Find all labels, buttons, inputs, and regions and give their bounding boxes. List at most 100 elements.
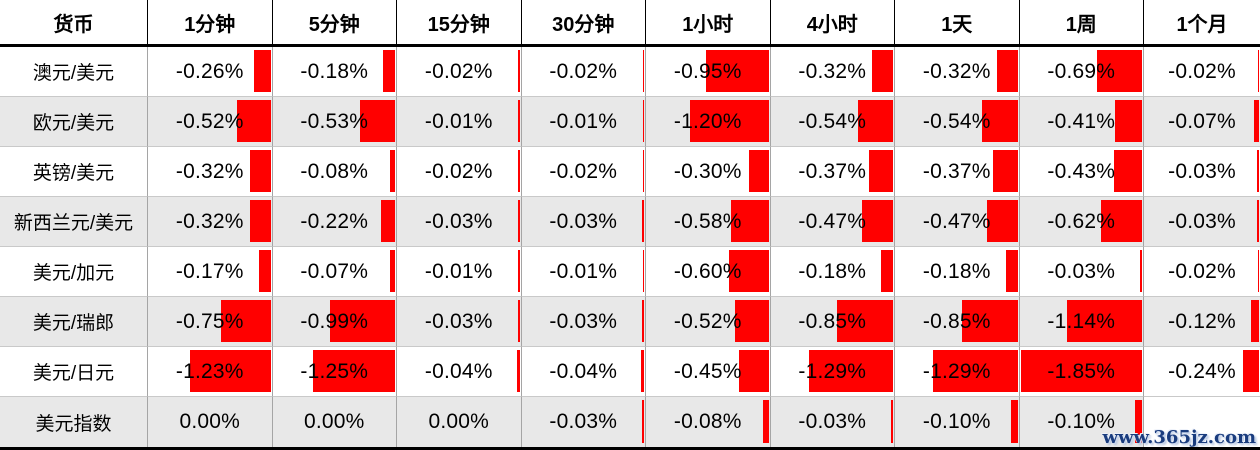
value-cell: -0.02% <box>1144 47 1260 97</box>
value-text: -0.01% <box>549 109 618 133</box>
value-cell: -0.03% <box>397 297 522 347</box>
value-cell: -0.01% <box>521 97 646 147</box>
value-text: -0.03% <box>549 309 618 333</box>
value-cell: -0.53% <box>272 97 397 147</box>
value-text: -0.07% <box>300 259 369 283</box>
value-text: -0.02% <box>549 59 618 83</box>
value-text: -0.10% <box>1047 410 1116 433</box>
value-text: -0.32% <box>922 59 991 83</box>
negative-change-bar <box>748 150 769 192</box>
value-cell: -1.85% <box>1019 347 1144 397</box>
value-text: -0.08% <box>300 159 369 183</box>
value-text: -0.18% <box>922 259 991 283</box>
negative-change-bar <box>1251 300 1259 342</box>
value-text: -0.03% <box>424 209 493 233</box>
negative-change-bar <box>1113 150 1142 192</box>
negative-change-bar <box>380 200 395 242</box>
negative-change-bar <box>986 200 1018 242</box>
negative-change-bar <box>1135 400 1142 443</box>
table-row: 澳元/美元 -0.26% -0.18% -0.02% -0.02% -0.95% -0.32… <box>0 47 1260 97</box>
column-header-1: 1分钟 <box>148 0 273 44</box>
value-cell: -0.95% <box>646 47 771 97</box>
negative-change-bar <box>857 100 893 142</box>
value-cell: -0.10% <box>1019 397 1144 447</box>
value-cell: 0.00% <box>148 397 273 447</box>
table-row: 英镑/美元 -0.32% -0.08% -0.02% -0.02% -0.30% -0.37… <box>0 147 1260 197</box>
value-cell: -0.07% <box>1144 97 1260 147</box>
value-text: -0.30% <box>673 159 742 183</box>
value-text: -0.53% <box>300 109 369 133</box>
negative-change-bar <box>642 150 644 192</box>
value-text: -0.03% <box>1168 159 1236 183</box>
value-text: -0.60% <box>673 259 742 283</box>
negative-change-bar <box>249 200 271 242</box>
value-cell: -1.29% <box>895 347 1020 397</box>
value-text: -0.17% <box>175 259 244 283</box>
value-cell: -0.01% <box>521 247 646 297</box>
value-text: -0.02% <box>424 159 493 183</box>
value-text: -0.03% <box>1047 259 1116 283</box>
value-text: -0.75% <box>175 309 244 333</box>
value-cell <box>1144 397 1260 447</box>
value-cell: -0.17% <box>148 247 273 297</box>
value-text: -0.02% <box>1168 259 1236 283</box>
negative-change-bar <box>1005 250 1018 292</box>
value-text: -0.02% <box>424 59 493 83</box>
negative-change-bar <box>518 150 520 192</box>
value-text: -0.26% <box>175 59 244 83</box>
negative-change-bar <box>1257 200 1259 242</box>
value-text: -0.24% <box>1168 359 1236 383</box>
value-text: -0.37% <box>798 159 867 183</box>
negative-change-bar <box>517 300 520 342</box>
currency-name: 美元指数 <box>0 397 148 447</box>
value-cell: -0.02% <box>397 147 522 197</box>
value-cell: -0.32% <box>148 197 273 247</box>
value-cell: -0.58% <box>646 197 771 247</box>
value-text: -1.20% <box>673 109 742 133</box>
value-cell: -0.37% <box>770 147 895 197</box>
value-cell: -0.85% <box>895 297 1020 347</box>
value-cell: -0.18% <box>895 247 1020 297</box>
value-cell: -0.24% <box>1144 347 1260 397</box>
table-row: 美元指数 0.00% 0.00% 0.00% -0.03% -0.08% -0.03% -0.… <box>0 397 1260 447</box>
value-text: -0.85% <box>798 309 867 333</box>
value-cell: -0.03% <box>1019 247 1144 297</box>
value-cell: 0.00% <box>272 397 397 447</box>
value-text: -1.29% <box>798 359 867 383</box>
value-cell: -0.10% <box>895 397 1020 447</box>
value-cell: -0.08% <box>646 397 771 447</box>
negative-change-bar <box>961 300 1018 342</box>
watermark-url: www.365jz.com <box>1102 427 1256 448</box>
negative-change-bar <box>881 250 893 292</box>
negative-change-bar <box>730 200 769 242</box>
negative-change-bar <box>383 50 395 92</box>
value-text: -0.37% <box>922 159 991 183</box>
negative-change-bar <box>891 400 893 443</box>
negative-change-bar <box>249 150 271 192</box>
value-text: -1.14% <box>1047 309 1116 333</box>
negative-change-bar <box>729 250 769 292</box>
negative-change-bar <box>996 50 1018 92</box>
negative-change-bar <box>642 400 644 443</box>
value-cell: -0.43% <box>1019 147 1144 197</box>
value-cell: -0.99% <box>272 297 397 347</box>
value-cell: -0.32% <box>895 47 1020 97</box>
value-cell: -0.85% <box>770 297 895 347</box>
negative-change-bar <box>868 150 893 192</box>
negative-change-bar <box>518 100 520 142</box>
negative-change-bar <box>389 150 395 192</box>
currency-name: 美元/日元 <box>0 347 148 397</box>
value-text: -0.69% <box>1047 59 1116 83</box>
column-header-2: 5分钟 <box>272 0 397 44</box>
negative-change-bar <box>516 350 520 392</box>
value-cell: -0.01% <box>397 247 522 297</box>
value-cell: -0.32% <box>148 147 273 197</box>
negative-change-bar <box>330 300 395 342</box>
value-text: 0.00% <box>303 410 365 433</box>
negative-change-bar <box>1257 150 1259 192</box>
value-text: -0.03% <box>1168 209 1236 233</box>
value-text: -1.85% <box>1047 359 1116 383</box>
negative-change-bar <box>642 100 644 142</box>
negative-change-bar <box>1021 350 1142 392</box>
